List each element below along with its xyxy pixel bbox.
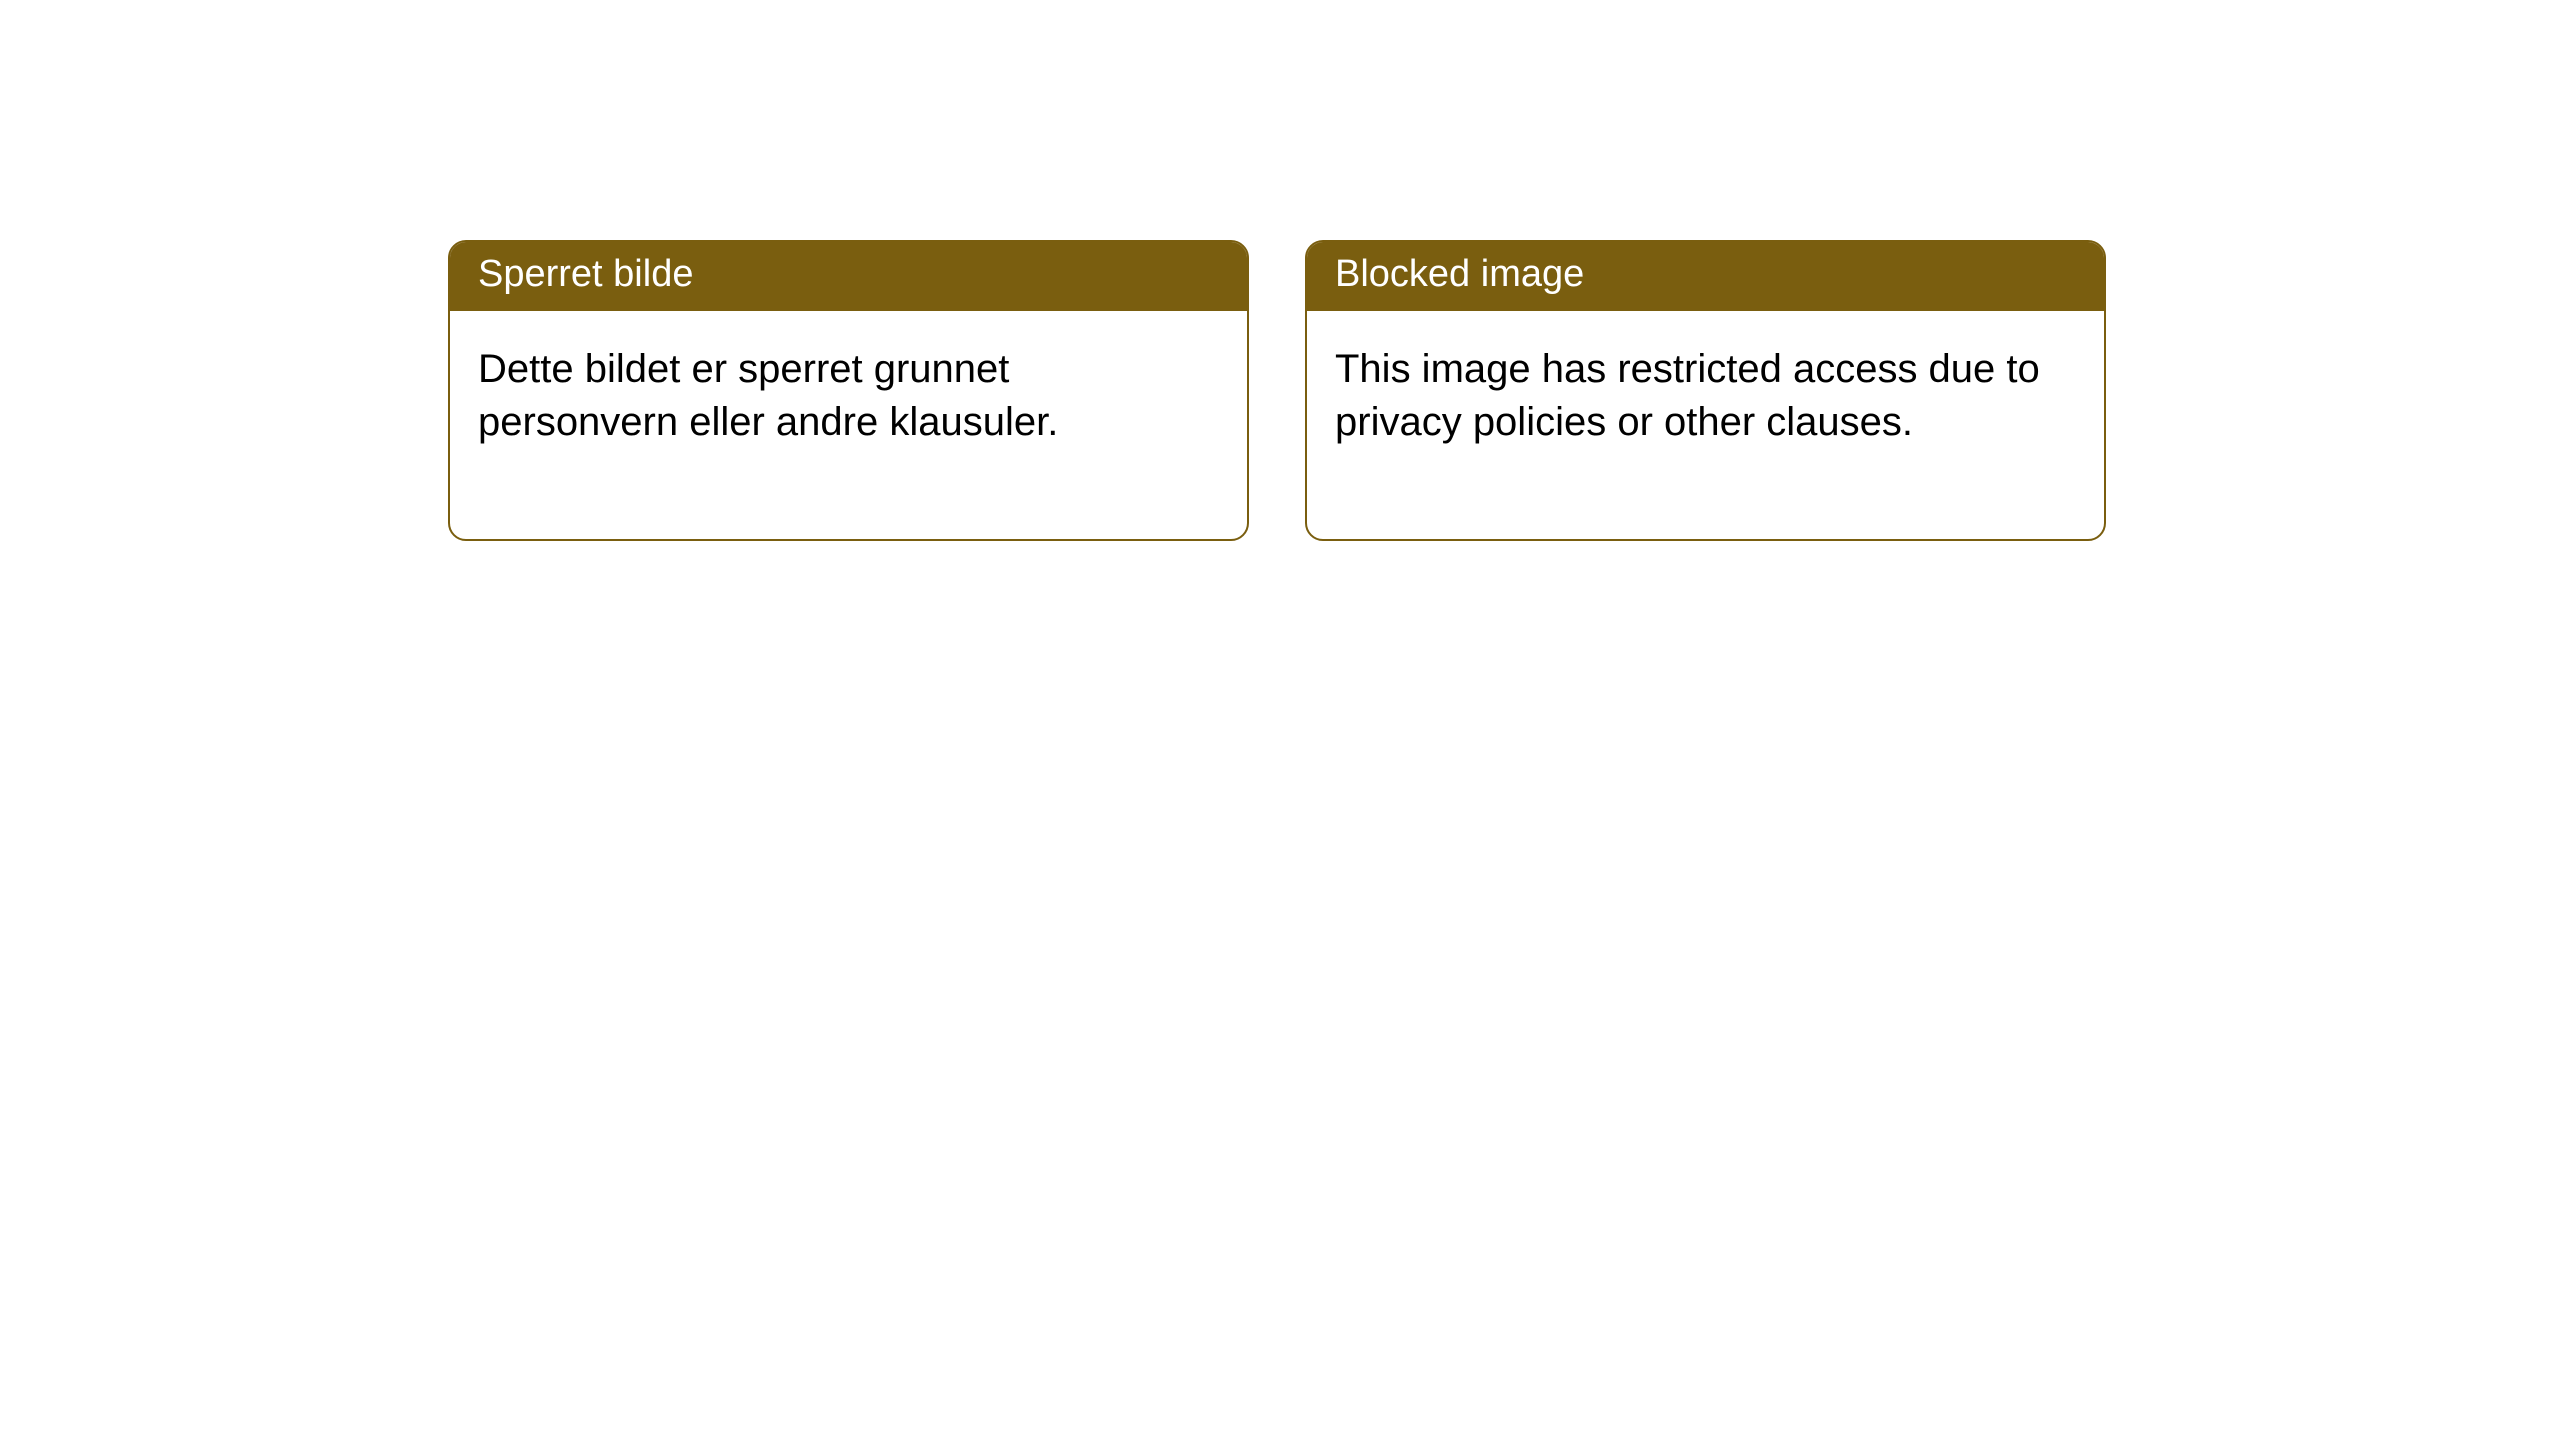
notice-box-english: Blocked image This image has restricted … xyxy=(1305,240,2106,541)
notice-body: Dette bildet er sperret grunnet personve… xyxy=(450,311,1247,539)
notice-container: Sperret bilde Dette bildet er sperret gr… xyxy=(0,0,2560,541)
notice-header: Sperret bilde xyxy=(450,242,1247,311)
notice-body: This image has restricted access due to … xyxy=(1307,311,2104,539)
notice-header: Blocked image xyxy=(1307,242,2104,311)
notice-box-norwegian: Sperret bilde Dette bildet er sperret gr… xyxy=(448,240,1249,541)
